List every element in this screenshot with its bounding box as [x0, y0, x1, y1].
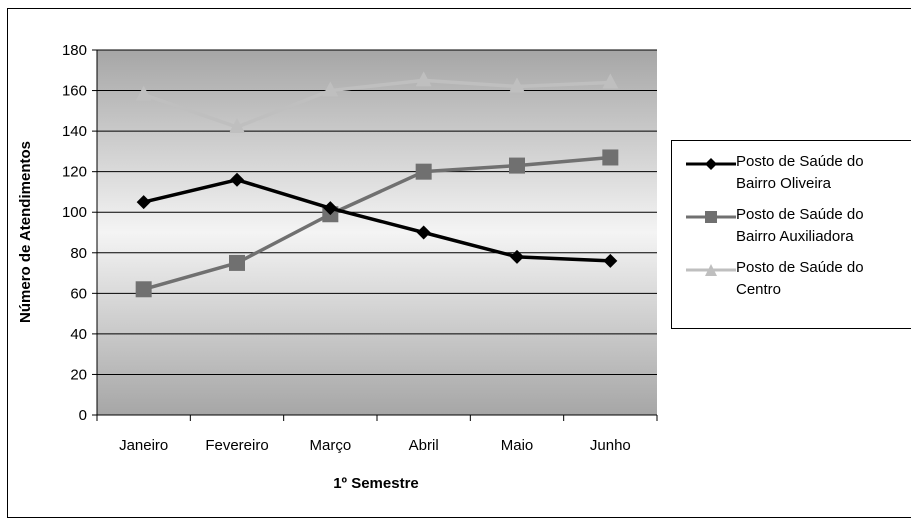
data-point-s2-3: [415, 71, 432, 87]
data-point-s1-4: [509, 157, 525, 174]
series-2: [135, 71, 619, 134]
legend-swatch-oliveira: [686, 158, 736, 170]
data-point-s0-5: [603, 253, 618, 268]
series-line-0: [143, 178, 611, 263]
legend-item-oliveira: Posto de Saúde do Bairro Oliveira: [672, 151, 911, 201]
y-tick-label-100: 100: [62, 204, 87, 221]
y-tick-label-120: 120: [62, 164, 87, 181]
gridlines: [97, 49, 657, 375]
y-tick-label-0: 0: [79, 407, 87, 424]
y-tick-label-180: 180: [62, 42, 87, 59]
legend-label-oliveira: Posto de Saúde do Bairro Oliveira: [736, 153, 864, 192]
data-point-s1-3: [415, 163, 432, 180]
series-line-2: [143, 78, 611, 129]
x-tick-label-março: Março: [309, 437, 351, 454]
legend-label-auxiliadora: Posto de Saúde do Bairro Auxiliadora: [736, 206, 864, 245]
data-point-s0-2: [323, 201, 338, 216]
x-axis-tick-labels: Janeiro Fevereiro Março Abril Maio Junho: [119, 437, 631, 454]
y-tick-label-160: 160: [62, 83, 87, 100]
series-line-1: [143, 155, 611, 291]
x-tick-label-abril: Abril: [409, 437, 439, 454]
legend-swatch-centro: [686, 264, 736, 276]
data-point-s0-3: [416, 225, 431, 240]
y-axis-title: Número de Atendimentos: [17, 141, 34, 323]
legend-label-centro: Posto de Saúde do Centro: [736, 259, 864, 298]
data-point-s2-5: [602, 73, 619, 89]
x-tick-label-fevereiro: Fevereiro: [205, 437, 268, 454]
y-tick-label-20: 20: [70, 366, 87, 383]
legend-item-centro: Posto de Saúde do Centro: [672, 257, 911, 307]
plot-area: [97, 50, 657, 415]
x-tick-label-junho: Junho: [590, 437, 631, 454]
data-point-s2-1: [229, 118, 245, 134]
x-tick-label-janeiro: Janeiro: [119, 437, 168, 454]
x-tick-label-maio: Maio: [501, 437, 534, 454]
data-point-s1-1: [229, 254, 245, 271]
data-point-s2-4: [509, 77, 525, 93]
data-point-s2-2: [322, 81, 339, 97]
series-layer: [135, 71, 619, 298]
data-point-s2-0: [135, 85, 152, 101]
legend: Posto de Saúde do Bairro Oliveira Posto …: [671, 140, 911, 329]
legend-swatch-auxiliadora: [686, 211, 736, 223]
y-tick-label-60: 60: [70, 285, 87, 302]
data-point-s1-5: [602, 149, 619, 166]
data-point-s1-0: [135, 281, 152, 298]
data-point-s0-4: [510, 249, 524, 264]
x-axis-title: 1º Semestre: [333, 475, 419, 492]
data-point-s0-1: [230, 172, 244, 187]
y-axis-tick-labels: 0 20 40 60 80 100 120 140 160 180: [62, 42, 87, 424]
y-tick-label-140: 140: [62, 123, 87, 140]
axes: [92, 49, 658, 421]
series-0: [136, 172, 618, 268]
y-tick-label-40: 40: [70, 326, 87, 343]
y-tick-label-80: 80: [70, 245, 87, 262]
legend-item-auxiliadora: Posto de Saúde do Bairro Auxiliadora: [672, 204, 911, 254]
data-point-s0-0: [136, 195, 151, 210]
